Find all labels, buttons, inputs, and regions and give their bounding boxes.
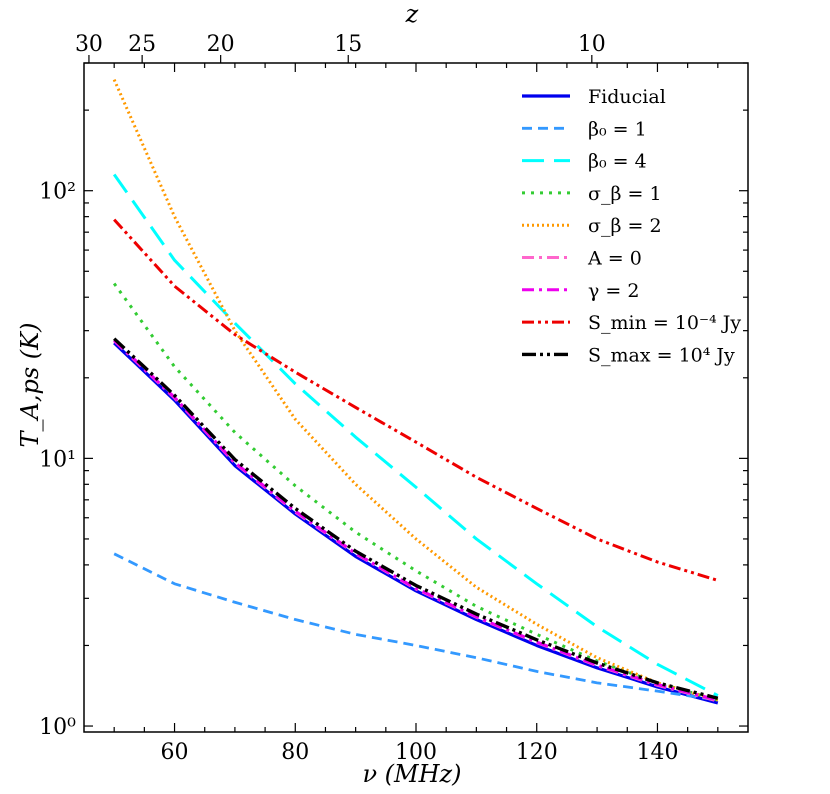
x-tick-label: 80 [281,740,309,765]
legend-label-sigma-2: σ_β = 2 [588,215,662,237]
legend-label-smin: S_min = 10⁻⁴ Jy [588,312,741,334]
z-tick-label: 20 [207,32,235,57]
x-tick-label: 100 [395,740,437,765]
series-line-smin [113,218,719,582]
x-tick-label: 120 [516,740,558,765]
z-tick-label: 15 [334,32,362,57]
x-axis-title: ν (MHz) [362,760,461,788]
z-tick-label: 30 [75,32,103,57]
y-tick-label: 10⁰ [39,715,76,740]
z-tick-label: 25 [128,32,156,57]
series-group [112,79,719,705]
series-line-beta0-4 [112,173,719,697]
plot-background [84,63,748,732]
legend-label-sigma-1: σ_β = 1 [588,183,662,205]
legend-label-smax: S_max = 10⁴ Jy [588,344,735,366]
legend-label-beta0-4: β₀ = 4 [588,151,647,173]
y-tick-label: 10² [39,180,76,205]
legend: Fiducial β₀ = 1 β₀ = 4 σ_β = 1 σ_β = 2 A = 0 γ… [522,86,741,366]
series-line-gamma-2 [113,339,719,702]
series-line-sigma-1 [112,282,719,702]
legend-label-a-0: A = 0 [587,248,642,270]
legend-label-gamma-2: γ = 2 [588,280,639,302]
y-tick-label: 10¹ [39,447,76,472]
series-line-sigma-2 [112,79,719,702]
series-line-fiducial [113,341,719,705]
legend-label-beta0-1: β₀ = 1 [588,118,647,140]
top-axis-title: z [405,0,419,28]
x-tick-label: 60 [161,740,189,765]
legend-label-fiducial: Fiducial [588,86,666,108]
series-line-smax [113,337,719,700]
tick-group: 60 80 100 120 140 10⁰ 10¹ 10² 30 25 20 15 10 [39,32,748,765]
plot-area [84,63,748,732]
x-tick-label: 140 [636,740,678,765]
z-tick-label: 10 [578,32,606,57]
y-axis-title: T_A,ps (K) [16,323,44,448]
